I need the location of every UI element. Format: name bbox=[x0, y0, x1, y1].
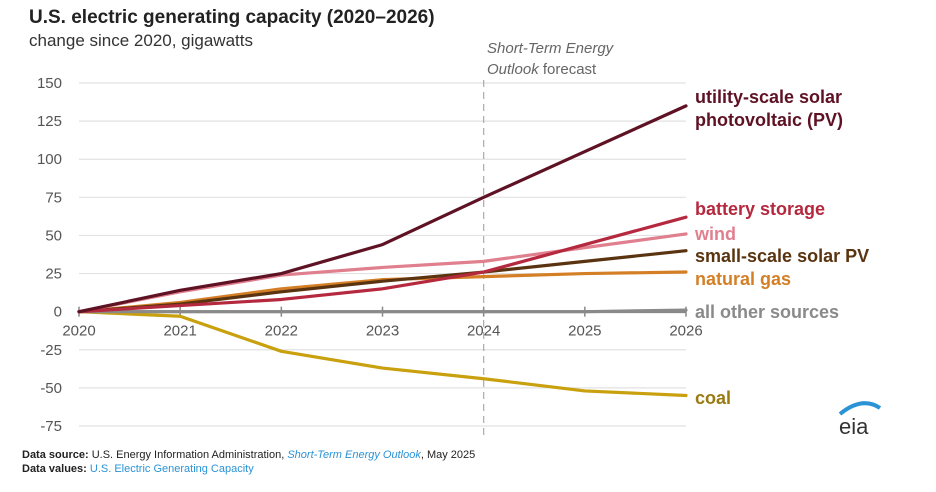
series-line-all-other-sources bbox=[77, 308, 688, 314]
y-tick-label: 50 bbox=[45, 227, 62, 244]
y-tick-label: 25 bbox=[45, 266, 62, 283]
eia-logo-arc bbox=[838, 401, 882, 416]
chart-title: U.S. electric generating capacity (2020–… bbox=[29, 7, 435, 28]
y-tick-label: 0 bbox=[54, 304, 62, 321]
eia-logo-icon: eia bbox=[838, 401, 882, 438]
data-values-link[interactable]: U.S. Electric Generating Capacity bbox=[89, 463, 254, 475]
y-tick-label: 150 bbox=[37, 75, 62, 92]
x-tick-label: 2024 bbox=[467, 323, 500, 340]
series-line-battery-storage bbox=[77, 215, 688, 314]
forecast-annotation-line1: Short-Term Energy bbox=[487, 40, 614, 57]
x-tick-label: 2020 bbox=[62, 323, 95, 340]
x-tick-label: 2026 bbox=[669, 323, 702, 340]
data-values-note: Data values: U.S. Electric Generating Ca… bbox=[22, 463, 254, 475]
steo-link[interactable]: Short-Term Energy Outlook bbox=[287, 449, 421, 461]
y-tick-label: 100 bbox=[37, 151, 62, 168]
y-tick-label: 125 bbox=[37, 113, 62, 130]
series-label: wind bbox=[694, 224, 736, 244]
forecast-annotation-line2: Outlook forecast bbox=[487, 61, 597, 78]
series-label: utility-scale solar bbox=[695, 87, 842, 107]
series-label: battery storage bbox=[695, 199, 825, 219]
x-tick-label: 2021 bbox=[163, 323, 196, 340]
series-label: coal bbox=[695, 388, 731, 408]
y-tick-label: -25 bbox=[40, 342, 62, 359]
data-source-note: Data source: U.S. Energy Information Adm… bbox=[22, 449, 476, 461]
y-tick-label: -75 bbox=[40, 418, 62, 435]
chart-subtitle: change since 2020, gigawatts bbox=[29, 31, 253, 50]
series-label: natural gas bbox=[695, 269, 791, 289]
eia-logo-text: eia bbox=[839, 414, 869, 438]
y-tick-label: 75 bbox=[45, 189, 62, 206]
series-label: photovoltaic (PV) bbox=[695, 110, 843, 130]
series-label: small-scale solar PV bbox=[695, 246, 869, 266]
series-line-utility-scale-solar-photovoltaic-pv- bbox=[77, 104, 688, 314]
x-tick-label: 2023 bbox=[366, 323, 399, 340]
forecast-annotation: Short-Term Energy Outlook forecast bbox=[487, 38, 613, 80]
x-tick-label: 2022 bbox=[265, 323, 298, 340]
x-tick-label: 2025 bbox=[568, 323, 601, 340]
y-tick-label: -50 bbox=[40, 380, 62, 397]
series-label: all other sources bbox=[695, 302, 839, 322]
series-line-coal bbox=[77, 310, 688, 398]
